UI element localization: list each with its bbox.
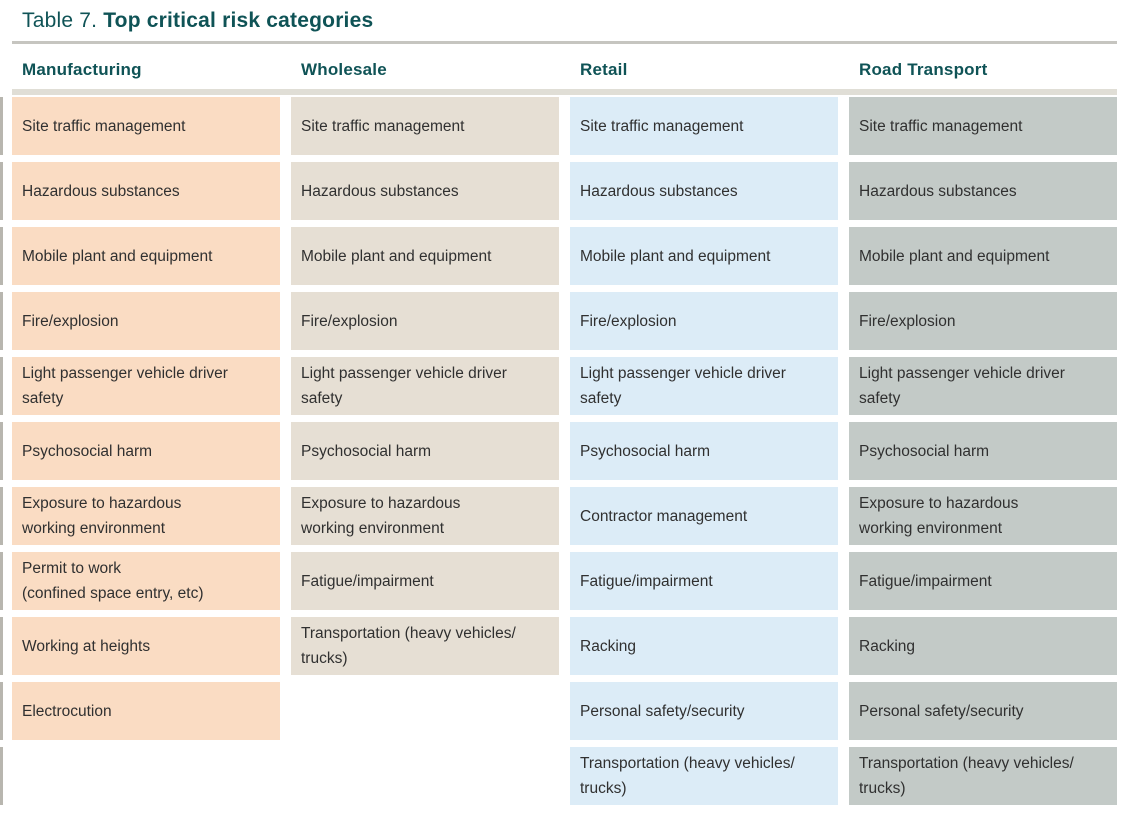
risk-cell: Working at heights <box>12 617 280 675</box>
risk-cell: Light passenger vehicle driver safety <box>12 357 280 415</box>
risk-cell: Light passenger vehicle driver safety <box>570 357 838 415</box>
risk-cell: Mobile plant and equipment <box>570 227 838 285</box>
risk-cell: Psychosocial harm <box>291 422 559 480</box>
risk-cell: Site traffic management <box>291 97 559 155</box>
risk-cell: Site traffic management <box>570 97 838 155</box>
risk-cell: Fire/explosion <box>291 292 559 350</box>
risk-cell: Fatigue/impairment <box>570 552 838 610</box>
risk-cell: Hazardous substances <box>570 162 838 220</box>
risk-cell: Site traffic management <box>849 97 1117 155</box>
risk-cell: Hazardous substances <box>849 162 1117 220</box>
risk-cell: Mobile plant and equipment <box>12 227 280 285</box>
risk-cell: Electrocution <box>12 682 280 740</box>
column-headers-row: Manufacturing Wholesale Retail Road Tran… <box>12 59 1117 81</box>
risk-cell: Fatigue/impairment <box>291 552 559 610</box>
risk-cell: Site traffic management <box>12 97 280 155</box>
column-header-retail: Retail <box>580 60 628 79</box>
column-header-manufacturing: Manufacturing <box>22 60 142 79</box>
page-title: Table 7. Top critical risk categories <box>12 8 1117 34</box>
risk-cell: Psychosocial harm <box>849 422 1117 480</box>
risk-cell: Transportation (heavy vehicles/ trucks) <box>291 617 559 675</box>
risk-cell: Exposure to hazardous working environmen… <box>291 487 559 545</box>
column-wholesale: Site traffic management Hazardous substan… <box>291 97 559 682</box>
risk-cell: Light passenger vehicle driver safety <box>849 357 1117 415</box>
column-header-wholesale: Wholesale <box>301 60 387 79</box>
table-number-label: Table 7. <box>22 9 98 32</box>
risk-cell: Fire/explosion <box>570 292 838 350</box>
risk-cell: Light passenger vehicle driver safety <box>291 357 559 415</box>
risk-cell: Fire/explosion <box>12 292 280 350</box>
header-divider <box>12 89 1117 95</box>
column-retail: Site traffic management Hazardous substan… <box>570 97 838 812</box>
risk-cell: Racking <box>570 617 838 675</box>
risk-cell: Personal safety/security <box>849 682 1117 740</box>
risk-cell: Mobile plant and equipment <box>291 227 559 285</box>
risk-cell: Hazardous substances <box>12 162 280 220</box>
risk-cell: Psychosocial harm <box>570 422 838 480</box>
risk-table-grid: Site traffic management Hazardous substan… <box>12 97 1117 812</box>
risk-cell: Fatigue/impairment <box>849 552 1117 610</box>
risk-cell: Contractor management <box>570 487 838 545</box>
page-edge-artifact <box>0 97 3 805</box>
table-title-text: Top critical risk categories <box>103 9 374 32</box>
risk-cell: Transportation (heavy vehicles/ trucks) <box>570 747 838 805</box>
risk-cell: Psychosocial harm <box>12 422 280 480</box>
risk-cell: Mobile plant and equipment <box>849 227 1117 285</box>
risk-cell: Racking <box>849 617 1117 675</box>
risk-cell: Permit to work (confined space entry, et… <box>12 552 280 610</box>
column-manufacturing: Site traffic management Hazardous substan… <box>12 97 280 747</box>
risk-cell: Fire/explosion <box>849 292 1117 350</box>
risk-cell: Hazardous substances <box>291 162 559 220</box>
title-divider <box>12 41 1117 44</box>
risk-cell: Transportation (heavy vehicles/ trucks) <box>849 747 1117 805</box>
column-road_transport: Site traffic management Hazardous substan… <box>849 97 1117 812</box>
risk-cell: Exposure to hazardous working environmen… <box>849 487 1117 545</box>
column-header-road-transport: Road Transport <box>859 60 988 79</box>
risk-cell: Exposure to hazardous working environmen… <box>12 487 280 545</box>
risk-cell: Personal safety/security <box>570 682 838 740</box>
